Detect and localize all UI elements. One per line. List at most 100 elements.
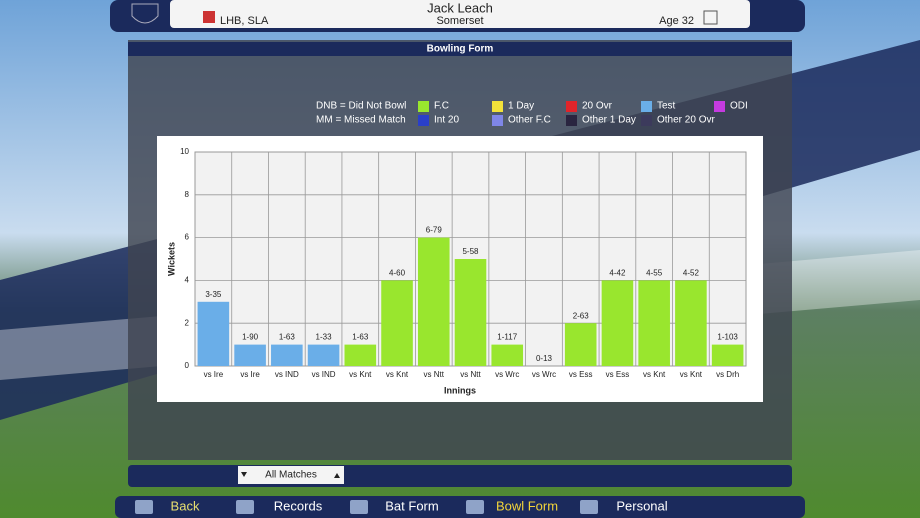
nav-button[interactable]: Personal	[616, 498, 667, 513]
bar-label: 1-103	[717, 333, 738, 342]
legend-label: Int 20	[434, 115, 459, 126]
legend-swatch	[492, 115, 503, 126]
legend-swatch	[566, 101, 577, 112]
legend-swatch	[492, 101, 503, 112]
nav-button[interactable]: Records	[274, 498, 323, 513]
nav-icon[interactable]	[580, 500, 598, 514]
bar	[711, 344, 744, 366]
legend-label: Other 20 Ovr	[657, 115, 715, 126]
x-tick-label: vs Knt	[680, 370, 703, 379]
nav: Back Records Bat Form Bowl Form Personal	[135, 498, 668, 514]
filter-label: All Matches	[265, 470, 317, 481]
x-tick-label: vs IND	[312, 370, 336, 379]
bar	[271, 344, 303, 366]
bar	[564, 323, 597, 366]
nav-button[interactable]: Bat Form	[385, 498, 438, 513]
y-tick-label: 10	[180, 147, 189, 156]
legend-swatch	[418, 101, 429, 112]
x-tick-label: vs Drh	[716, 370, 739, 379]
legend-swatch	[418, 115, 429, 126]
player-team: Somerset	[436, 15, 483, 27]
x-tick-label: vs Knt	[643, 370, 666, 379]
x-tick-label: vs Wrc	[532, 370, 556, 379]
x-tick-label: vs Ntt	[424, 370, 445, 379]
bar-label: 0-13	[536, 354, 553, 363]
edit-icon[interactable]	[703, 10, 718, 25]
bar	[601, 280, 634, 366]
x-tick-label: vs Wrc	[495, 370, 519, 379]
nav-bar	[115, 496, 805, 518]
filter-bar	[128, 465, 792, 487]
bar	[344, 344, 377, 366]
legend-swatch	[566, 115, 577, 126]
bar-label: 3-35	[205, 290, 222, 299]
x-tick-label: vs Ess	[569, 370, 593, 379]
bar-label: 1-63	[279, 333, 296, 342]
bar-label: 1-63	[352, 333, 369, 342]
y-tick-label: 8	[185, 190, 190, 199]
bar-label: 4-42	[609, 269, 626, 278]
bar-label: 5-58	[462, 247, 479, 256]
header-bar	[170, 0, 750, 28]
bar-label: 1-117	[497, 333, 517, 342]
y-tick-label: 0	[185, 361, 190, 370]
legend-swatch	[641, 115, 652, 126]
bar	[454, 259, 487, 366]
bar	[491, 344, 524, 366]
bar-label: 1-33	[316, 333, 333, 342]
y-tick-label: 4	[185, 276, 190, 285]
x-tick-label: vs Knt	[386, 370, 409, 379]
nav-icon[interactable]	[350, 500, 368, 514]
y-axis-title: Wickets	[166, 242, 176, 276]
legend-label: F.C	[434, 101, 449, 112]
bar-label: 6-79	[426, 226, 443, 235]
legend-label: Other F.C	[508, 115, 551, 126]
player-age: Age 32	[659, 15, 694, 27]
nav-button[interactable]: Bowl Form	[496, 498, 558, 513]
club-badge	[131, 3, 159, 24]
nav-icon[interactable]	[466, 500, 484, 514]
x-axis-title: Innings	[444, 385, 476, 395]
legend-swatch	[641, 101, 652, 112]
legend-label: 1 Day	[508, 101, 534, 112]
x-tick-label: vs IND	[275, 370, 299, 379]
legend: F.C 1 Day 20 Ovr Test ODI Int 20 Other F.C Othe…	[418, 101, 748, 126]
nav-icon[interactable]	[135, 500, 153, 514]
legend-note: MM = Missed Match	[316, 115, 406, 126]
x-tick-label: vs Ntt	[460, 370, 481, 379]
bar	[675, 280, 707, 366]
bar	[638, 280, 670, 366]
legend-label: Test	[657, 101, 676, 112]
legend-label: ODI	[730, 101, 748, 112]
nav-button[interactable]: Back	[171, 498, 200, 513]
y-tick-label: 6	[185, 233, 190, 242]
filter-dropdown[interactable]	[238, 466, 344, 484]
bar	[197, 301, 230, 366]
x-tick-label: vs Ess	[606, 370, 630, 379]
bar-label: 2-63	[573, 311, 590, 320]
player-name: Jack Leach	[427, 0, 493, 15]
panel-title-bar	[128, 42, 792, 56]
bar-label: 1-90	[242, 333, 259, 342]
bar	[307, 344, 340, 366]
nav-icon[interactable]	[236, 500, 254, 514]
player-style: LHB, SLA	[220, 15, 269, 27]
legend-note: DNB = Did Not Bowl	[316, 101, 406, 112]
bar-label: 4-55	[646, 269, 663, 278]
bar-label: 4-60	[389, 269, 406, 278]
hand-icon	[203, 11, 215, 23]
bar	[234, 344, 266, 366]
legend-label: Other 1 Day	[582, 115, 636, 126]
bar	[417, 237, 450, 366]
legend-swatch	[714, 101, 725, 112]
y-tick-label: 2	[185, 318, 190, 327]
x-tick-label: vs Ire	[240, 370, 260, 379]
plot: 0 2 4 6 8 10 vs Ire 3-35 vs Ire 1-90 vs IND 1-63 vs …	[180, 147, 746, 379]
x-tick-label: vs Knt	[349, 370, 372, 379]
panel-title: Bowling Form	[427, 44, 494, 55]
x-tick-label: vs Ire	[204, 370, 224, 379]
legend-label: 20 Ovr	[582, 101, 613, 112]
bar-label: 4-52	[683, 269, 700, 278]
